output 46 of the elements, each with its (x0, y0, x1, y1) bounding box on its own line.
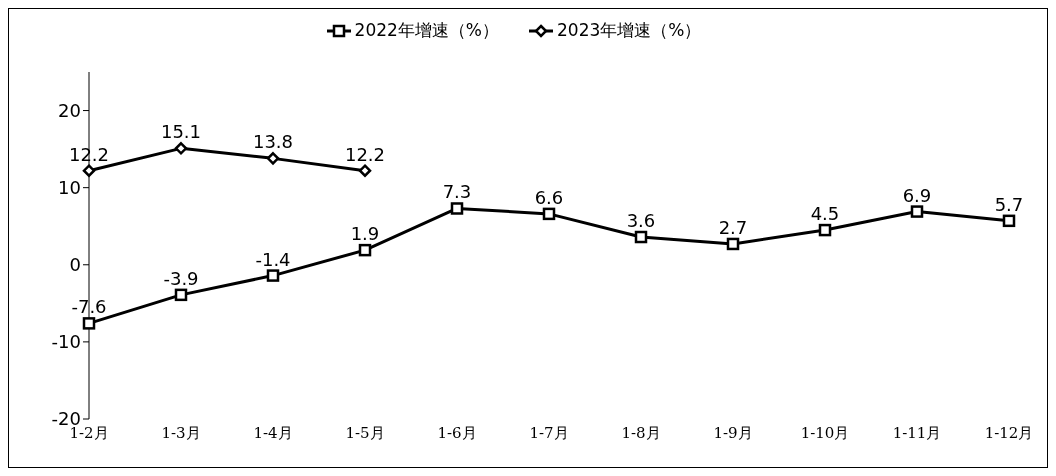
point (174, 142, 188, 155)
data-label: 1.9 (350, 223, 380, 245)
x-tick-label: 1-4月 (253, 423, 293, 442)
point (450, 202, 464, 215)
data-label: 6.6 (534, 186, 564, 208)
point (82, 164, 96, 177)
x-tick-label: 1-9月 (713, 423, 753, 442)
point (358, 243, 372, 257)
data-label: 6.9 (902, 184, 932, 206)
data-label: -1.4 (255, 248, 291, 270)
x-tick-label: 1-10月 (800, 423, 850, 442)
x-tick-label: 1-5月 (345, 423, 385, 442)
x-tick-label: 1-6月 (437, 423, 477, 442)
point (1002, 214, 1016, 228)
point (82, 317, 96, 330)
x-tick-label: 1-8月 (621, 423, 661, 442)
data-label: -3.9 (163, 267, 199, 289)
x-tick-label: 1-11月 (892, 423, 942, 442)
legend-label: 2023年增速（%） (557, 19, 702, 42)
point (726, 237, 740, 251)
point (910, 205, 924, 218)
legend-label: 2022年增速（%） (354, 19, 499, 42)
y-tick-label: -10 (51, 331, 81, 353)
data-label: 3.6 (626, 210, 656, 232)
y-tick-label: 20 (58, 99, 81, 121)
data-label: 12.2 (344, 143, 386, 165)
point (634, 230, 648, 244)
x-tick-label: 1-3月 (161, 423, 201, 442)
x-tick-label: 1-7月 (529, 423, 569, 442)
data-label: 7.3 (442, 181, 472, 203)
point (266, 269, 280, 282)
y-tick-label: 0 (69, 254, 81, 276)
data-label: 5.7 (994, 193, 1024, 215)
point (818, 223, 832, 237)
y-tick-label: 10 (58, 177, 81, 199)
point (542, 207, 556, 221)
data-label: 15.1 (160, 121, 202, 143)
point (358, 164, 372, 177)
data-label: -7.6 (71, 296, 107, 318)
data-label: 4.5 (810, 203, 840, 225)
data-label: 12.2 (68, 143, 110, 165)
x-tick-label: 1-12月 (984, 423, 1034, 442)
data-label: 2.7 (718, 216, 748, 238)
point (174, 288, 188, 302)
data-label: 13.8 (252, 131, 294, 153)
point (266, 152, 280, 165)
